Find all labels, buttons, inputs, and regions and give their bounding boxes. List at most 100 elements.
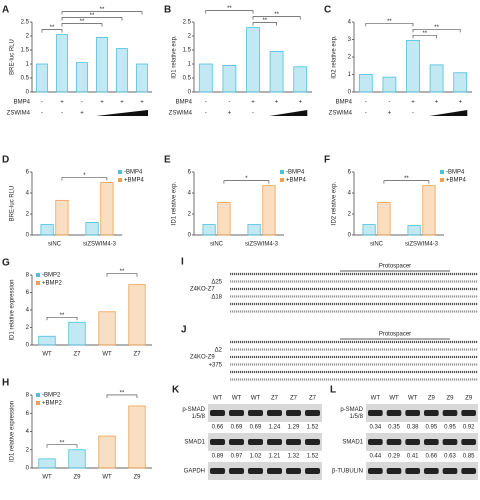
blot-band [405, 439, 420, 445]
panel-letter: G [2, 258, 10, 269]
bar [100, 182, 114, 236]
blot-band [442, 468, 458, 474]
y-tick-label: 1 [26, 62, 30, 68]
panel-letter: H [2, 378, 9, 389]
lane-label: WT [371, 396, 381, 402]
panel-letter: I [181, 257, 184, 268]
clone-label: Z4KO-Z7 [190, 287, 215, 293]
condition-mark: + [140, 100, 144, 106]
y-axis-label: BRE-luc RLU [10, 186, 16, 222]
bar [262, 185, 276, 236]
blot-band [424, 410, 439, 416]
significance-bracket [365, 23, 414, 27]
quant-value: 0.95 [444, 425, 456, 431]
y-tick-label: 4 [26, 191, 30, 197]
bar [422, 185, 436, 236]
y-tick-label: 2 [188, 212, 192, 218]
legend-label: +BMP2 [42, 401, 63, 407]
y-tick-label: 6 [26, 170, 30, 176]
blot-band [368, 468, 383, 474]
quant-value: 0.69 [231, 425, 243, 431]
legend-label: -BMP2 [42, 273, 61, 279]
blot-band [368, 439, 383, 445]
significance-bracket [46, 444, 78, 448]
legend-swatch [440, 178, 444, 182]
y-tick-label: 4 [348, 191, 352, 197]
blot-band [229, 468, 244, 474]
panel-letter: D [2, 155, 9, 166]
significance-label: ** [120, 391, 125, 397]
quant-value: 0.66 [212, 425, 224, 431]
lane-label: Z9 [428, 396, 436, 402]
y-tick-label: 4 [348, 20, 352, 26]
bar [202, 224, 216, 236]
blot-membrane [366, 404, 478, 422]
condition-name: ZSWIM4 [329, 111, 353, 117]
blot-band [248, 468, 263, 474]
row-label: SMAD1 [184, 440, 205, 446]
legend-swatch [36, 393, 40, 397]
lane-label: Z9 [465, 396, 473, 402]
blot-band [286, 439, 301, 445]
condition-mark: + [100, 100, 104, 106]
significance-label: ** [60, 440, 65, 446]
blot-band [210, 468, 225, 474]
quant-value: 1.32 [288, 454, 300, 460]
blot-membrane [366, 462, 478, 480]
blot-membrane [208, 433, 322, 451]
quant-value: 1.02 [250, 454, 262, 460]
blot-band [305, 468, 320, 474]
condition-mark: + [298, 100, 302, 106]
quant-value: 0.97 [231, 454, 243, 460]
x-tick-label: siZSWIM4-3 [83, 242, 117, 248]
blot-membrane [208, 404, 322, 422]
x-tick-label: Z7 [133, 352, 141, 358]
y-axis-label: ID2 relative exp. [332, 35, 338, 79]
protospacer-label: Protospacer [379, 264, 411, 270]
x-tick-label: WT [102, 352, 112, 358]
y-tick-label: 8 [26, 273, 30, 279]
condition-mark: - [205, 111, 207, 117]
y-axis-label: ID2 relative exp. [332, 181, 338, 225]
panel-letter: L [330, 385, 336, 396]
blot-band [461, 468, 476, 474]
quant-value: 1.24 [269, 425, 281, 431]
y-tick-label: 2 [26, 325, 30, 331]
significance-label: * [83, 173, 86, 179]
panel-letter: F [324, 155, 330, 166]
panel-letter: E [164, 155, 171, 166]
lane-label: WT [251, 396, 261, 402]
y-tick-label: 4 [26, 429, 30, 435]
bar [36, 63, 48, 93]
legend-swatch [440, 170, 444, 174]
allele-label: Δ18 [211, 295, 222, 301]
bar [222, 65, 237, 93]
quant-value: 0.34 [369, 425, 381, 431]
bar [55, 199, 69, 236]
y-tick-label: 2.5 [21, 20, 30, 26]
legend-label: -BMP2 [42, 393, 61, 399]
condition-mark: - [41, 111, 43, 117]
significance-label: * [245, 176, 248, 182]
condition-mark: + [275, 100, 279, 106]
lane-label: Z7 [309, 396, 317, 402]
significance-bracket [252, 22, 277, 26]
y-tick-label: 1.5 [183, 48, 192, 54]
row-label: GAPDH [184, 469, 205, 475]
x-tick-label: Z9 [133, 475, 141, 481]
legend-label: -BMP4 [286, 170, 305, 176]
condition-name: ZSWIM4 [7, 111, 31, 117]
significance-bracket [61, 11, 143, 15]
significance-label: ** [90, 13, 95, 19]
significance-label: ** [227, 6, 232, 12]
protospacer-label: Protospacer [379, 332, 411, 338]
quant-value: 0.35 [388, 425, 400, 431]
condition-mark: - [388, 100, 390, 106]
legend-swatch [280, 178, 284, 182]
lane-label: WT [389, 396, 399, 402]
legend-swatch [280, 170, 284, 174]
y-tick-label: 1 [348, 72, 352, 78]
condition-mark: - [365, 100, 367, 106]
significance-label: ** [80, 19, 85, 25]
